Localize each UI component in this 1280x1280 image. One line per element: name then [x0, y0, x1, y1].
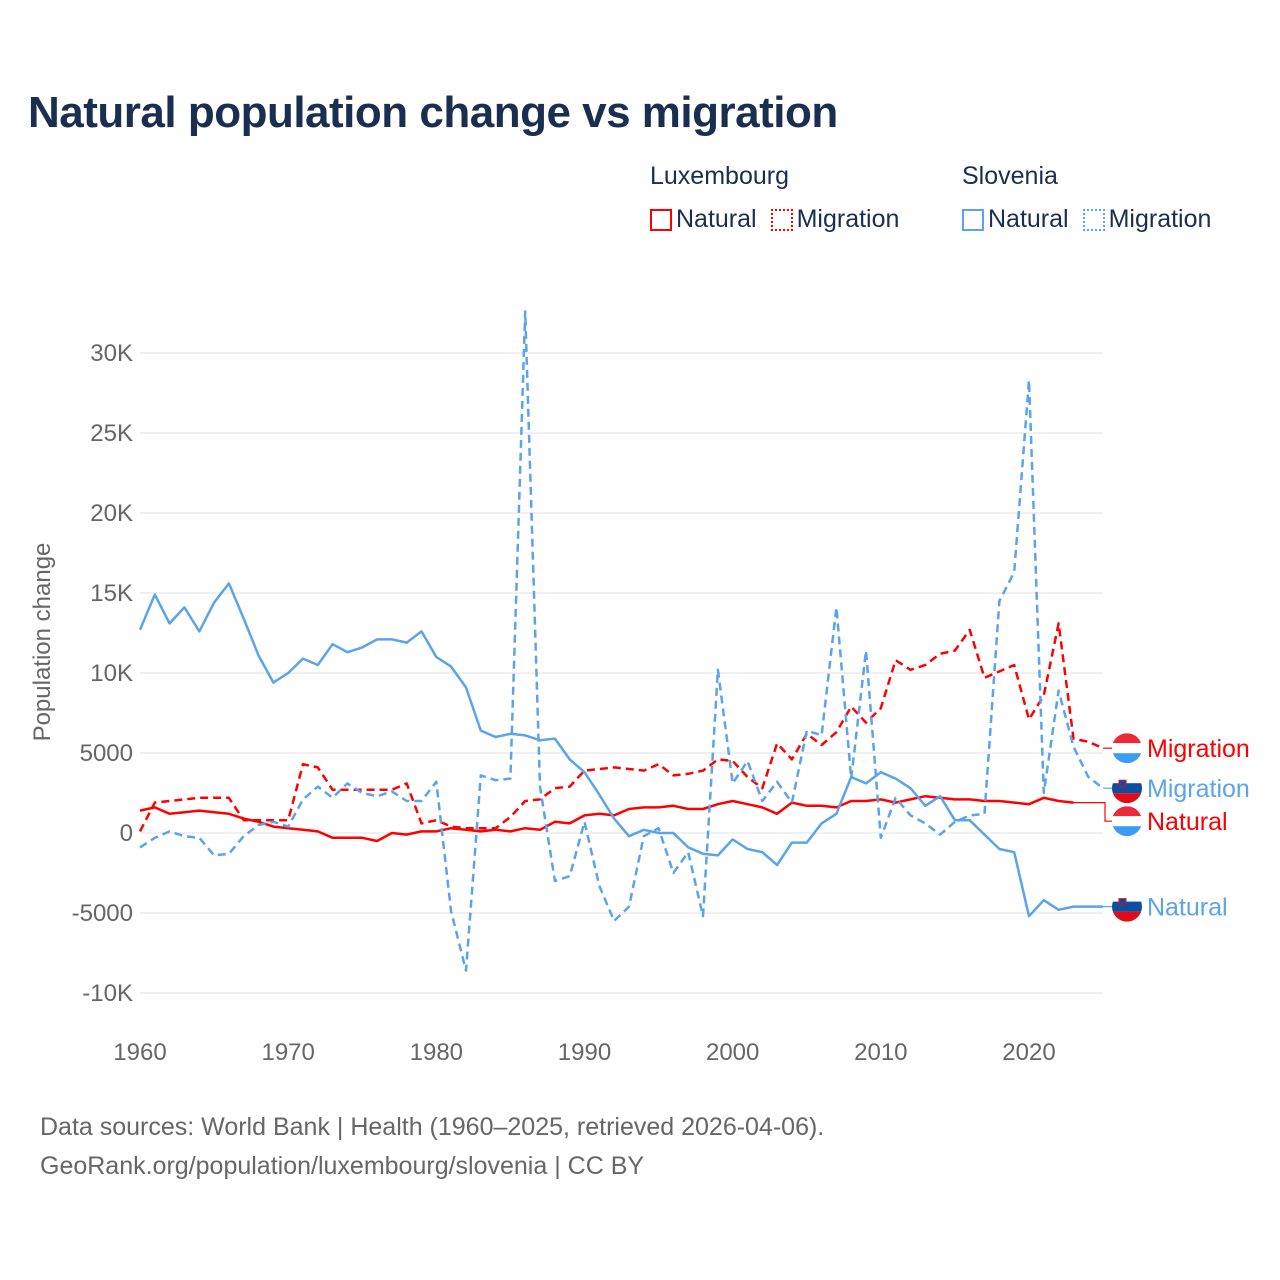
slovenia-flag-icon [1112, 891, 1142, 922]
y-tick-label: 0 [120, 820, 133, 847]
y-tick-label: 30K [90, 340, 133, 367]
y-axis-label: Population change [29, 543, 56, 742]
luxembourg-flag-icon [1112, 806, 1142, 837]
label-leader-line [1073, 801, 1112, 822]
y-tick-label: 15K [90, 580, 133, 607]
series-line-luxembourg-natural [139, 794, 1074, 843]
source-link[interactable]: GeoRank.org/population/luxembourg/sloven… [40, 1152, 645, 1180]
x-tick-label: 1970 [261, 1039, 314, 1066]
legend-label: Migration [796, 205, 900, 233]
y-tick-label: -10K [82, 980, 133, 1007]
legend-group-slovenia: Slovenia Natural Migration [962, 162, 1211, 234]
slovenia-flag-icon [1112, 773, 1142, 804]
legend-label: Natural [676, 205, 757, 233]
data-sources: Data sources: World Bank | Health (1960–… [40, 1113, 825, 1141]
legend-swatch-dotted [1082, 208, 1105, 231]
chart-title: Natural population change vs migration [28, 88, 838, 137]
legend-item-luxembourg-migration[interactable]: Migration [770, 205, 900, 234]
legend-item-slovenia-migration[interactable]: Migration [1082, 205, 1212, 234]
legend-item-luxembourg-natural[interactable]: Natural [650, 205, 757, 234]
series-line-slovenia-migration [139, 310, 1104, 972]
footer: Data sources: World Bank | Health (1960–… [40, 1108, 824, 1186]
series-line-slovenia-natural [138, 582, 1104, 918]
y-tick-label: -5000 [72, 900, 133, 927]
legend-item-slovenia-natural[interactable]: Natural [962, 205, 1069, 234]
legend-group-luxembourg: Luxembourg Natural Migration [650, 162, 899, 234]
x-tick-label: 2010 [854, 1039, 907, 1066]
legend-swatch-solid [650, 208, 672, 231]
luxembourg-flag-icon [1112, 733, 1142, 764]
y-tick-label: 25K [90, 420, 133, 447]
y-tick-label: 5000 [80, 740, 133, 767]
legend-swatch-solid [962, 208, 984, 231]
series-line-luxembourg-migration [138, 622, 1104, 832]
legend-label: Migration [1108, 205, 1212, 233]
x-tick-label: 2000 [706, 1039, 759, 1066]
y-tick-label: 10K [90, 660, 133, 687]
y-tick-label: 20K [90, 500, 133, 527]
legend-group-title: Slovenia [962, 162, 1058, 190]
series-end-label: Migration [1147, 775, 1250, 803]
x-tick-label: 2020 [1002, 1039, 1055, 1066]
x-tick-label: 1980 [410, 1039, 463, 1066]
legend-label: Natural [988, 205, 1069, 233]
series-end-label: Natural [1147, 894, 1228, 922]
series-end-label: Natural [1147, 808, 1228, 836]
legend-group-title: Luxembourg [650, 162, 789, 190]
x-tick-label: 1960 [113, 1039, 166, 1066]
legend-swatch-dotted [770, 208, 793, 231]
x-tick-label: 1990 [558, 1039, 611, 1066]
series-end-label: Migration [1147, 735, 1250, 763]
